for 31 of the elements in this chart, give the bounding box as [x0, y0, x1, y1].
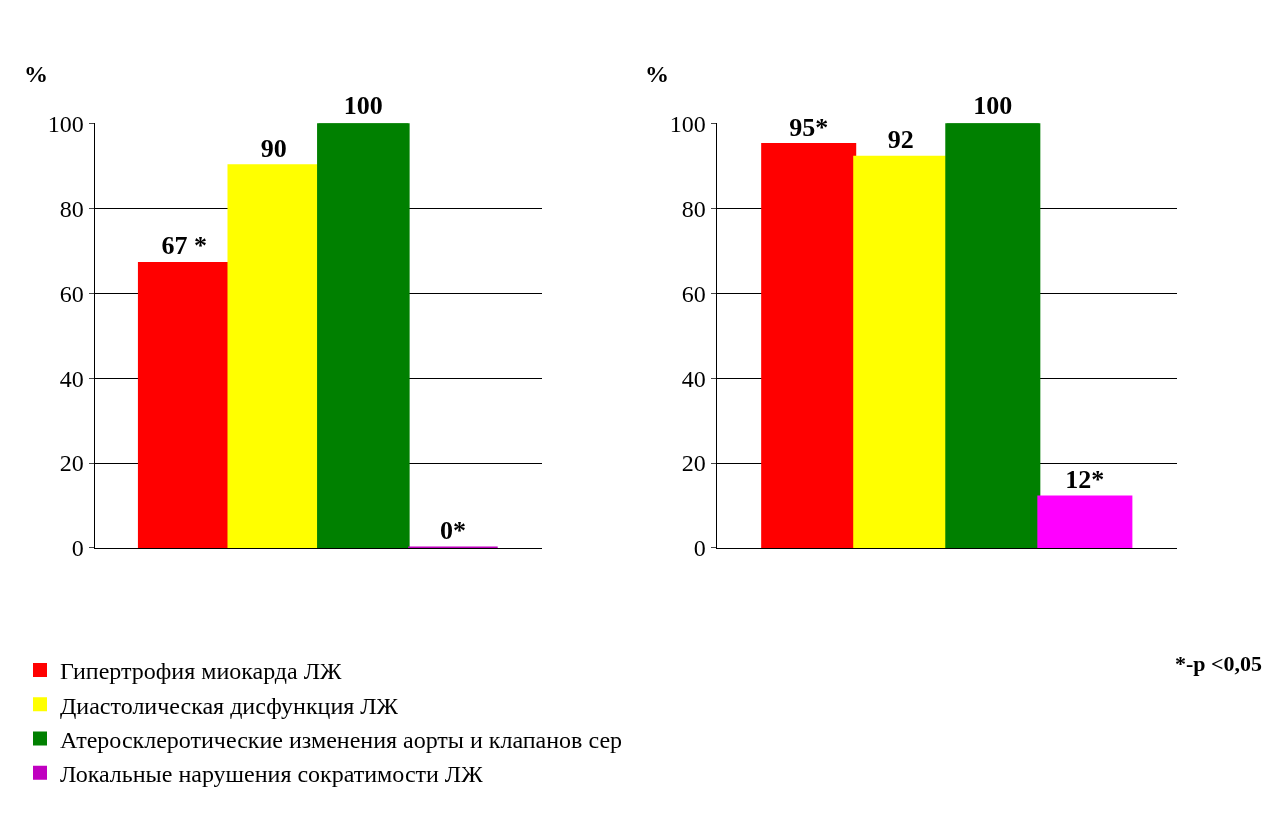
bar — [945, 123, 1041, 548]
data-label: 0* — [439, 515, 466, 545]
text: *-p <0,05 — [1175, 651, 1263, 676]
y-tick-label: 40 — [681, 365, 706, 392]
y-tick-label: 40 — [59, 365, 84, 392]
y-tick-label: 0 — [71, 535, 84, 562]
bar — [761, 143, 857, 548]
legend-label: Диастолическая дисфункция ЛЖ — [60, 692, 399, 719]
bar — [317, 123, 410, 548]
legend-label: Локальные нарушения сократимости ЛЖ — [60, 761, 484, 788]
y-tick-label: 80 — [59, 195, 84, 222]
y-tick-label: 60 — [59, 280, 84, 307]
y-tick-label: 20 — [681, 450, 706, 477]
y-tick-label: 20 — [59, 450, 84, 477]
y-tick-label: 60 — [681, 280, 706, 307]
y-tick-label: 0 — [693, 535, 706, 562]
data-label: 12* — [1065, 465, 1105, 495]
data-label: 92 — [887, 125, 914, 155]
legend-label: Атеросклеротические изменения аорты и клапанов сер — [60, 726, 623, 753]
y-tick-label: 100 — [47, 110, 84, 137]
data-label: 100 — [343, 91, 383, 121]
y-axis-title: % — [24, 61, 48, 87]
bar — [1037, 495, 1133, 548]
y-axis-title: % — [645, 61, 669, 87]
y-tick-label: 80 — [681, 195, 706, 222]
data-label: 100 — [973, 91, 1013, 121]
data-label: 90 — [260, 133, 287, 163]
data-label: 67 * — [161, 231, 207, 261]
legend-label: Гипертрофия миокарда ЛЖ — [60, 658, 342, 685]
y-tick-label: 100 — [669, 110, 706, 137]
data-label: 95* — [789, 112, 829, 142]
